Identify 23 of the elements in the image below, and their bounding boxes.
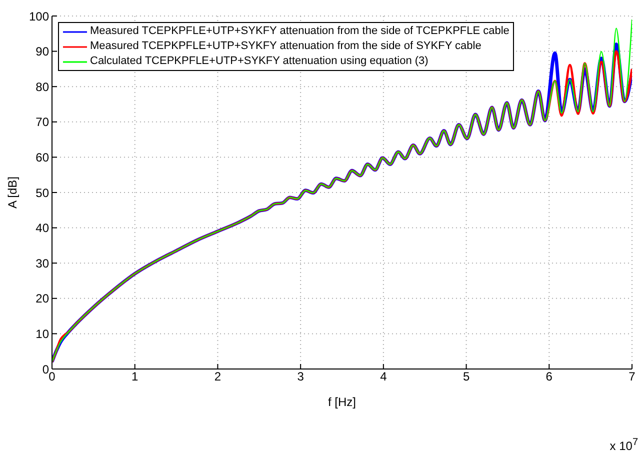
- x-tick-label: 6: [546, 370, 553, 384]
- legend-label: Measured TCEPKPFLE+UTP+SYKFY attenuation from the side of TCEPKPFLE cable: [90, 24, 510, 39]
- y-tick-label: 20: [36, 292, 50, 306]
- x-tick-label: 7: [628, 370, 636, 384]
- y-axis-title: A [dB]: [5, 176, 20, 209]
- x-tick-label: 2: [214, 370, 222, 384]
- legend-label: Measured TCEPKPFLE+UTP+SYKFY attenuation from the side of SYKFY cable: [90, 39, 482, 54]
- x-tick-label: 3: [297, 370, 304, 384]
- y-tick-label: 80: [36, 80, 50, 94]
- x-tick-label: 1: [132, 370, 139, 384]
- y-tick-label: 100: [28, 9, 50, 24]
- y-tick-label: 40: [36, 221, 50, 236]
- y-tick-label: 90: [36, 44, 50, 59]
- y-tick-label: 50: [36, 186, 50, 200]
- text: x 10$^{7}$: [610, 437, 638, 453]
- y-tick-label: 30: [36, 256, 50, 270]
- x-tick-label: 5: [462, 370, 470, 384]
- y-tick-label: 10: [36, 326, 50, 341]
- y-tick-label: 60: [36, 150, 50, 164]
- x-axis-title: f [Hz]: [328, 395, 356, 409]
- y-tick-label: 70: [36, 115, 50, 130]
- legend-label: Calculated TCEPKPFLE+UTP+SYKFY attenuation using equation (3): [90, 54, 428, 69]
- x-tick-label: 4: [380, 370, 388, 384]
